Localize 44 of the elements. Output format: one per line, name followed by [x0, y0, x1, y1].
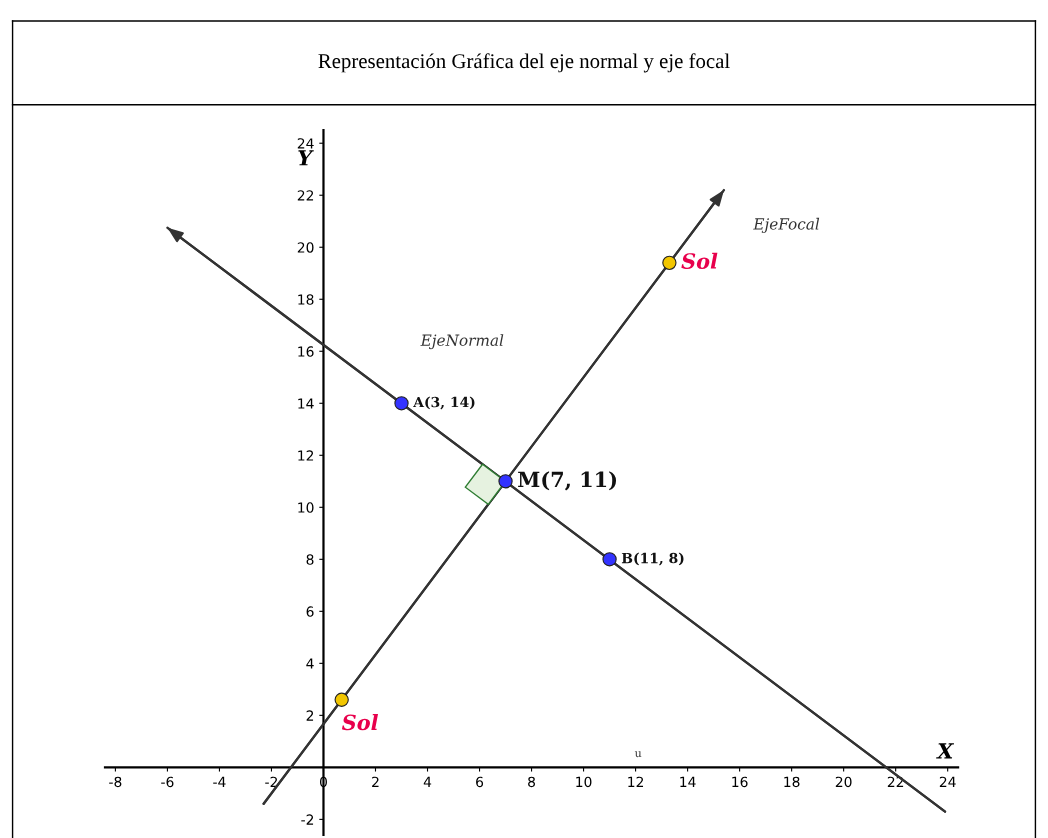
- x-tick-label: 18: [784, 776, 800, 788]
- chart-title: Representación Gráfica del eje normal y eje focal: [318, 53, 730, 73]
- x-tick-label: -2: [265, 776, 277, 787]
- y-tick-label: 14: [298, 398, 314, 409]
- x-tick-label: 2: [372, 776, 379, 787]
- x-tick-label: -6: [161, 776, 174, 788]
- data-label: Sol: [681, 252, 718, 269]
- x-tick-label: -8: [109, 776, 122, 788]
- y-tick-label: 10: [298, 502, 314, 513]
- x-tick-label: 12: [628, 776, 644, 787]
- y-tick-label: 2: [306, 710, 314, 721]
- annotation: u: [634, 751, 642, 758]
- data-label: M(7, 11): [518, 471, 617, 491]
- x-tick-label: 16: [732, 776, 748, 788]
- y-tick-label: 8: [306, 554, 314, 565]
- x-axis-title: X: [936, 743, 955, 759]
- x-tick-label: 6: [476, 776, 484, 788]
- annotation: EjeFocal: [753, 217, 820, 233]
- x-tick-label: 24: [939, 776, 956, 787]
- y-tick-label: 22: [297, 190, 314, 201]
- point: [662, 255, 677, 270]
- data-label: B(11, 8): [621, 552, 684, 566]
- annotation: EjeNormal: [420, 334, 504, 350]
- y-tick-label: 16: [298, 346, 314, 357]
- y-tick-label: 4: [306, 658, 314, 669]
- point: [498, 474, 513, 489]
- y-tick-label: 18: [298, 294, 314, 305]
- point: [394, 396, 409, 411]
- y-axis-title: Y: [298, 150, 314, 166]
- y-tick-label: 6: [306, 606, 314, 617]
- x-tick-label: 10: [576, 776, 592, 788]
- x-tick-label: 20: [835, 776, 852, 788]
- point: [334, 692, 349, 707]
- data-label: Sol: [341, 714, 379, 731]
- x-tick-label: 4: [423, 776, 432, 787]
- y-tick-label: -2: [301, 814, 314, 825]
- y-tick-label: 20: [297, 242, 314, 253]
- y-tick-label: 12: [298, 450, 314, 461]
- x-tick-label: 8: [528, 776, 536, 788]
- x-tick-label: -4: [213, 776, 226, 787]
- data-label: A(3, 14): [413, 396, 475, 410]
- x-tick-label: 14: [680, 776, 696, 787]
- point: [602, 552, 617, 567]
- y-tick-label: 24: [297, 138, 314, 149]
